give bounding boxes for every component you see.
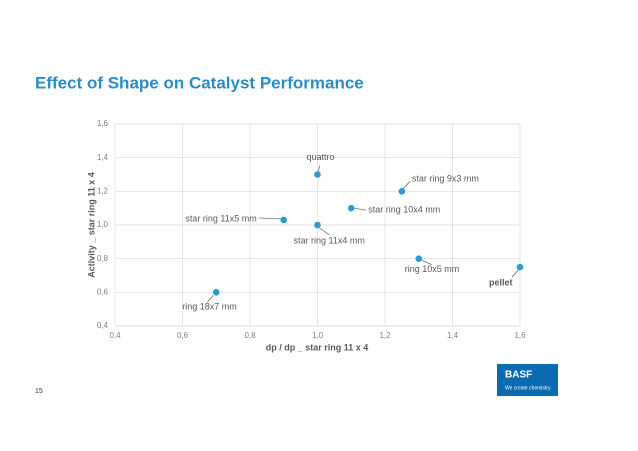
x-tick-label: 1,6: [514, 331, 526, 340]
x-tick-label: 1,2: [379, 331, 391, 340]
tagline: We create chemistry: [505, 385, 551, 391]
point-label: star ring 10x4 mm: [368, 205, 440, 215]
logo: BASF: [505, 370, 532, 381]
point-label: star ring 11x4 mm: [294, 235, 365, 245]
point: [516, 263, 524, 271]
y-tick-label: 1,6: [97, 119, 109, 128]
leader-line: [354, 207, 367, 211]
y-tick-label: 1,4: [97, 153, 109, 162]
logo-box: [497, 364, 558, 396]
point: [415, 255, 423, 262]
point-label: ring 18x7 mm: [182, 302, 237, 312]
page-number: 15: [35, 388, 43, 395]
point: [314, 221, 321, 229]
y-tick-label: 0,8: [97, 254, 109, 263]
y-tick-label: 0,6: [97, 287, 109, 296]
x-tick-label: 0,8: [244, 331, 256, 340]
leader-line: [402, 181, 411, 190]
leader-line: [420, 259, 432, 265]
y-tick-label: 0,4: [97, 321, 109, 330]
y-tick-label: 1,2: [97, 186, 109, 195]
leader-line: [258, 217, 281, 220]
x-tick-label: 0,6: [177, 331, 189, 340]
point: [314, 171, 321, 178]
x-tick-label: 0,4: [109, 331, 121, 340]
leader-line: [318, 165, 320, 172]
chart-title: Effect of Shape on Catalyst Performance: [35, 73, 364, 92]
leader-line: [511, 268, 520, 278]
point-label: ring 10x5 mm: [405, 264, 460, 274]
leader-line: [206, 295, 214, 303]
point-label: pellet: [489, 277, 513, 287]
point-label: quattro: [307, 152, 335, 162]
point: [280, 216, 288, 224]
point: [398, 188, 406, 195]
point: [347, 204, 355, 212]
leader-line: [319, 227, 330, 236]
y-tick-label: 1,0: [97, 220, 109, 229]
point-label: star ring 11x5 mm: [185, 213, 256, 223]
x-axis-title: dp / dp _ star ring 11 x 4: [266, 342, 369, 352]
x-tick-label: 1,4: [447, 331, 459, 340]
point: [212, 289, 220, 296]
x-tick-label: 1,0: [312, 331, 324, 340]
point-label: star ring 9x3 mm: [412, 174, 479, 184]
y-axis-title: Activity _ star ring 11 x 4: [86, 172, 96, 278]
